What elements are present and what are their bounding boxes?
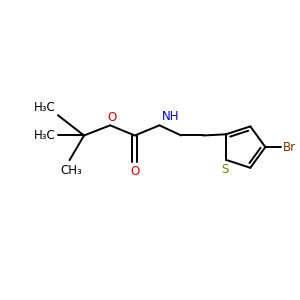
Text: CH₃: CH₃: [60, 164, 82, 177]
Text: Br: Br: [283, 141, 296, 154]
Text: S: S: [221, 164, 228, 176]
Text: H₃C: H₃C: [34, 129, 56, 142]
Text: NH: NH: [161, 110, 179, 123]
Text: O: O: [130, 165, 140, 178]
Text: H₃C: H₃C: [34, 101, 56, 114]
Text: O: O: [107, 111, 116, 124]
